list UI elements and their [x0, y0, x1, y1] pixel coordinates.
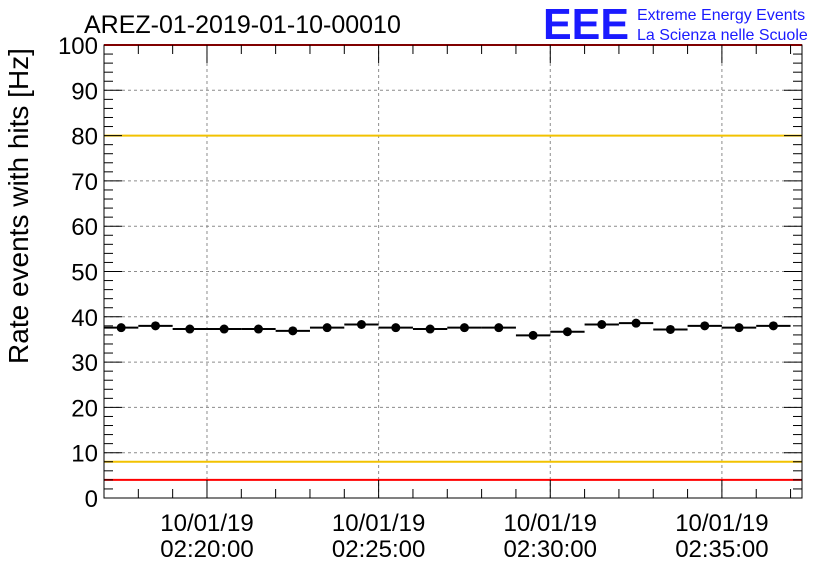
data-point — [322, 323, 332, 333]
eee-logo-mark: EEE — [543, 0, 629, 49]
data-point — [185, 324, 195, 334]
data-series — [104, 318, 791, 340]
y-tick-label: 70 — [71, 169, 98, 196]
y-tick-label: 80 — [71, 124, 98, 151]
x-tick-date-label: 10/01/19 — [160, 510, 253, 537]
y-tick-label: 90 — [71, 78, 98, 105]
brand-line-2: La Scienza nelle Scuole — [637, 27, 808, 44]
y-tick-label: 30 — [71, 350, 98, 377]
plot-frame — [103, 44, 803, 499]
x-tick-date-label: 10/01/19 — [332, 510, 425, 537]
data-point — [734, 323, 744, 333]
x-tick-time-label: 02:30:00 — [504, 536, 597, 563]
data-point — [219, 324, 229, 334]
data-point — [562, 327, 572, 337]
y-tick-label: 50 — [71, 260, 98, 287]
eee-logo: EEE Extreme Energy Events La Scienza nel… — [543, 0, 808, 49]
y-axis-label: Rate events with hits [Hz] — [3, 48, 34, 364]
tick-labels: 010203040506070809010010/01/1902:20:0010… — [58, 33, 769, 563]
reference-lines — [104, 44, 802, 481]
y-tick-label: 100 — [58, 33, 98, 60]
x-tick-date-label: 10/01/19 — [675, 510, 768, 537]
data-point — [288, 326, 298, 336]
data-point — [494, 323, 504, 333]
x-tick-time-label: 02:35:00 — [675, 536, 768, 563]
y-tick-label: 40 — [71, 305, 98, 332]
y-tick-label: 20 — [71, 395, 98, 422]
data-point — [116, 323, 126, 333]
data-point — [597, 320, 607, 330]
data-point — [391, 323, 401, 333]
x-tick-time-label: 02:20:00 — [160, 536, 253, 563]
chart-title: AREZ-01-2019-01-10-00010 — [84, 11, 401, 39]
brand-line-1: Extreme Energy Events — [637, 7, 805, 24]
data-point — [459, 323, 469, 333]
data-point — [253, 324, 263, 334]
y-tick-label: 60 — [71, 214, 98, 241]
grid-layer — [104, 45, 802, 498]
data-point — [425, 324, 435, 334]
data-point — [631, 318, 641, 328]
x-tick-date-label: 10/01/19 — [504, 510, 597, 537]
data-point — [150, 321, 160, 331]
data-point — [700, 321, 710, 331]
x-tick-time-label: 02:25:00 — [332, 536, 425, 563]
y-tick-label: 0 — [85, 486, 98, 513]
data-point — [356, 320, 366, 330]
data-point — [665, 324, 675, 334]
data-point — [528, 330, 538, 340]
data-point — [768, 321, 778, 331]
y-tick-label: 10 — [71, 441, 98, 468]
